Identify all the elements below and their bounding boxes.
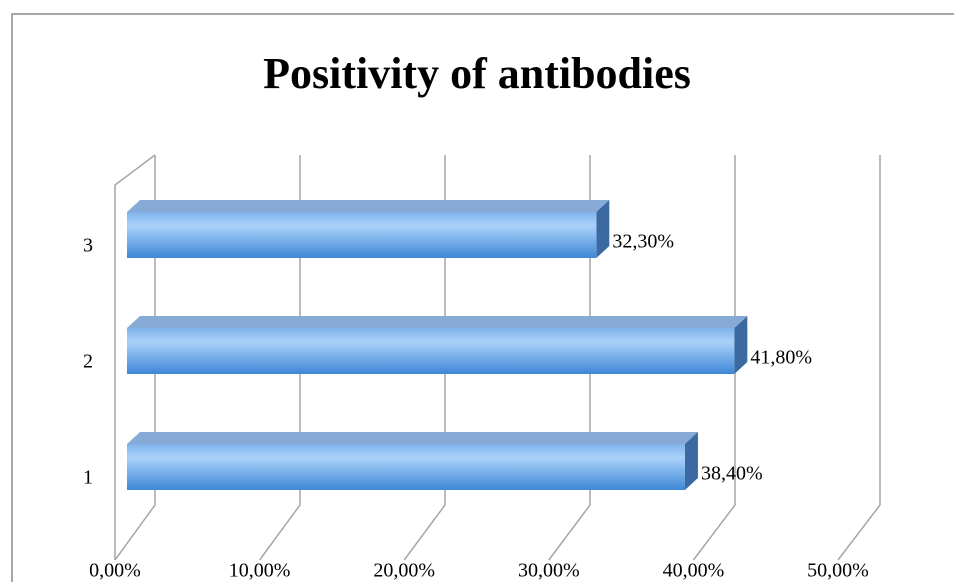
data-label: 38,40% — [701, 463, 763, 485]
data-label: 41,80% — [750, 347, 812, 369]
grid-line — [548, 155, 591, 561]
x-tick-label: 30,00% — [518, 560, 580, 582]
x-tick-label: 50,00% — [807, 560, 869, 582]
x-tick-label: 10,00% — [229, 560, 291, 582]
grid-line — [837, 155, 881, 561]
bar-end — [596, 200, 610, 258]
chart-title: Positivity of antibodies — [263, 49, 691, 98]
bar — [127, 316, 748, 374]
y-tick-label: 2 — [83, 351, 93, 373]
data-label: 32,30% — [612, 231, 674, 253]
bar — [127, 200, 610, 258]
grid-line — [692, 155, 736, 561]
bar-front — [127, 444, 685, 490]
x-tick-label: 40,00% — [663, 560, 725, 582]
grid-line — [403, 155, 446, 561]
bar-top — [127, 432, 698, 444]
x-tick-label: 0,00% — [89, 560, 141, 582]
y-tick-label: 1 — [83, 467, 93, 489]
side-wall — [114, 154, 156, 560]
bar — [127, 432, 698, 490]
x-tick-label: 20,00% — [373, 560, 435, 582]
y-tick-label: 3 — [83, 235, 93, 257]
bar-front — [127, 212, 597, 258]
bar-end — [684, 432, 698, 490]
chart-frame — [11, 13, 954, 582]
grid-line — [114, 155, 156, 561]
bar-top — [127, 316, 748, 328]
bar-front — [127, 328, 735, 374]
bar-top — [127, 200, 610, 212]
bar-end — [734, 316, 748, 374]
grid-line — [258, 155, 301, 561]
